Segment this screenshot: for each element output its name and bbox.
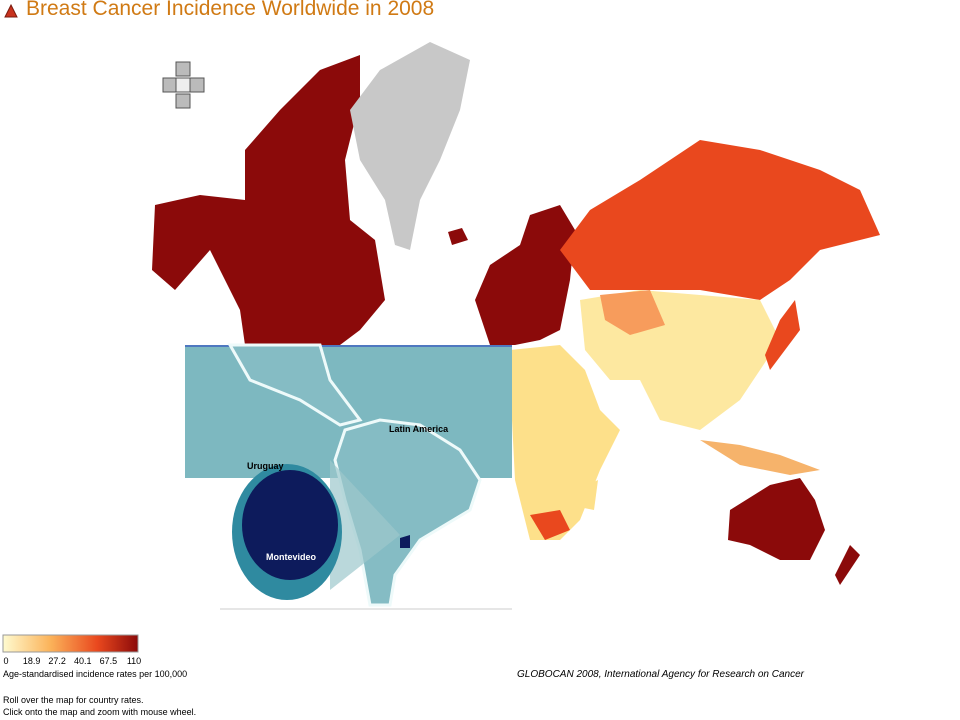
legend-tick: 110 <box>126 656 142 666</box>
madagascar[interactable] <box>584 480 598 510</box>
japan[interactable] <box>765 300 800 370</box>
africa[interactable] <box>510 345 620 540</box>
city-label: Montevideo <box>266 552 317 562</box>
new-zealand[interactable] <box>835 545 860 585</box>
australia[interactable] <box>728 478 825 560</box>
southeast-asia[interactable] <box>700 440 820 475</box>
uruguay-small <box>400 535 410 548</box>
collapse-icon[interactable] <box>4 4 18 18</box>
uruguay <box>242 470 338 580</box>
country-label: Uruguay <box>247 461 284 471</box>
source: GLOBOCAN 2008, International Agency for … <box>517 669 805 680</box>
legend-tick: 0 <box>3 656 9 666</box>
legend-tick: 40.1 <box>74 656 92 666</box>
legend-tick: 67.5 <box>99 656 118 666</box>
russia[interactable] <box>560 140 880 300</box>
central-asia[interactable] <box>600 290 665 335</box>
europe[interactable] <box>475 205 575 345</box>
region-label: Latin America <box>389 424 449 434</box>
instruction: Roll over the map for country rates. <box>3 695 144 705</box>
legend-tick: 18.9 <box>22 656 41 666</box>
nav-control[interactable] <box>162 61 205 109</box>
north-america[interactable] <box>152 55 385 345</box>
legend-caption: Age-standardised incidence rates per 100… <box>3 669 188 679</box>
legend-gradient <box>2 634 139 653</box>
central-america <box>227 343 363 427</box>
legend-tick: 27.2 <box>48 656 66 666</box>
inset-connector <box>330 460 400 590</box>
greenland[interactable] <box>350 42 470 250</box>
instruction: Click onto the map and zoom with mouse w… <box>3 707 197 717</box>
iceland[interactable] <box>448 228 468 245</box>
map-title: Breast Cancer Incidence Worldwide in 200… <box>26 0 435 20</box>
south-africa[interactable] <box>530 510 570 540</box>
